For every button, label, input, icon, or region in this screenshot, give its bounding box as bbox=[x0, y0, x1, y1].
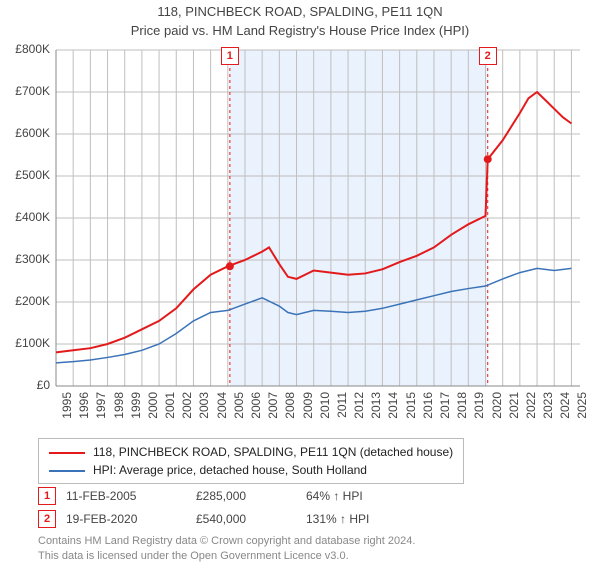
license-text: Contains HM Land Registry data © Crown c… bbox=[38, 534, 415, 565]
x-tick-label: 2000 bbox=[146, 392, 160, 432]
y-tick-label: £500K bbox=[2, 168, 50, 182]
legend-swatch-hpi bbox=[49, 470, 85, 472]
x-tick-label: 2004 bbox=[215, 392, 229, 432]
price-chart bbox=[0, 4, 588, 390]
x-tick-label: 2009 bbox=[301, 392, 315, 432]
sale-marker-2-callout: 2 bbox=[479, 47, 497, 65]
x-tick-label: 2005 bbox=[232, 392, 246, 432]
legend-item-hpi: HPI: Average price, detached house, Sout… bbox=[49, 463, 453, 477]
x-tick-label: 2019 bbox=[472, 392, 486, 432]
legend-swatch-property bbox=[49, 452, 85, 454]
y-tick-label: £200K bbox=[2, 294, 50, 308]
y-tick-label: £0 bbox=[2, 378, 50, 392]
transaction-2-date: 19-FEB-2020 bbox=[66, 512, 196, 526]
x-tick-label: 2003 bbox=[197, 392, 211, 432]
x-tick-label: 2018 bbox=[455, 392, 469, 432]
x-tick-label: 2013 bbox=[369, 392, 383, 432]
x-tick-label: 1997 bbox=[94, 392, 108, 432]
x-tick-label: 1996 bbox=[77, 392, 91, 432]
y-tick-label: £700K bbox=[2, 84, 50, 98]
x-tick-label: 2023 bbox=[541, 392, 555, 432]
x-tick-label: 2010 bbox=[318, 392, 332, 432]
y-tick-label: £300K bbox=[2, 252, 50, 266]
y-tick-label: £100K bbox=[2, 336, 50, 350]
transaction-row-1: 1 11-FEB-2005 £285,000 64% ↑ HPI bbox=[38, 487, 426, 505]
transaction-1-price: £285,000 bbox=[196, 489, 306, 503]
x-tick-label: 2012 bbox=[352, 392, 366, 432]
y-tick-label: £400K bbox=[2, 210, 50, 224]
x-tick-label: 2006 bbox=[249, 392, 263, 432]
x-tick-label: 2021 bbox=[507, 392, 521, 432]
x-tick-label: 2025 bbox=[575, 392, 589, 432]
x-tick-label: 2014 bbox=[386, 392, 400, 432]
transaction-marker-1: 1 bbox=[38, 487, 56, 505]
x-tick-label: 2022 bbox=[524, 392, 538, 432]
transaction-1-pct: 64% ↑ HPI bbox=[306, 489, 426, 503]
x-tick-label: 1999 bbox=[129, 392, 143, 432]
x-tick-label: 2008 bbox=[283, 392, 297, 432]
y-tick-label: £800K bbox=[2, 42, 50, 56]
legend-item-property: 118, PINCHBECK ROAD, SPALDING, PE11 1QN … bbox=[49, 445, 453, 459]
license-line1: Contains HM Land Registry data © Crown c… bbox=[38, 535, 415, 547]
x-tick-label: 2002 bbox=[180, 392, 194, 432]
legend: 118, PINCHBECK ROAD, SPALDING, PE11 1QN … bbox=[38, 438, 464, 484]
x-tick-label: 2016 bbox=[421, 392, 435, 432]
transaction-row-2: 2 19-FEB-2020 £540,000 131% ↑ HPI bbox=[38, 510, 426, 528]
x-tick-label: 2024 bbox=[558, 392, 572, 432]
transaction-2-pct: 131% ↑ HPI bbox=[306, 512, 426, 526]
x-tick-label: 2017 bbox=[438, 392, 452, 432]
x-tick-label: 2007 bbox=[266, 392, 280, 432]
x-tick-label: 2020 bbox=[490, 392, 504, 432]
license-line2: This data is licensed under the Open Gov… bbox=[38, 550, 349, 562]
transaction-1-date: 11-FEB-2005 bbox=[66, 489, 196, 503]
x-tick-label: 2011 bbox=[335, 392, 349, 432]
transaction-marker-2: 2 bbox=[38, 510, 56, 528]
transaction-2-price: £540,000 bbox=[196, 512, 306, 526]
legend-label-property: 118, PINCHBECK ROAD, SPALDING, PE11 1QN … bbox=[93, 445, 453, 459]
x-tick-label: 2001 bbox=[163, 392, 177, 432]
y-tick-label: £600K bbox=[2, 126, 50, 140]
x-tick-label: 1998 bbox=[112, 392, 126, 432]
x-tick-label: 1995 bbox=[60, 392, 74, 432]
sale-marker-1-callout: 1 bbox=[221, 47, 239, 65]
legend-label-hpi: HPI: Average price, detached house, Sout… bbox=[93, 463, 367, 477]
x-tick-label: 2015 bbox=[404, 392, 418, 432]
